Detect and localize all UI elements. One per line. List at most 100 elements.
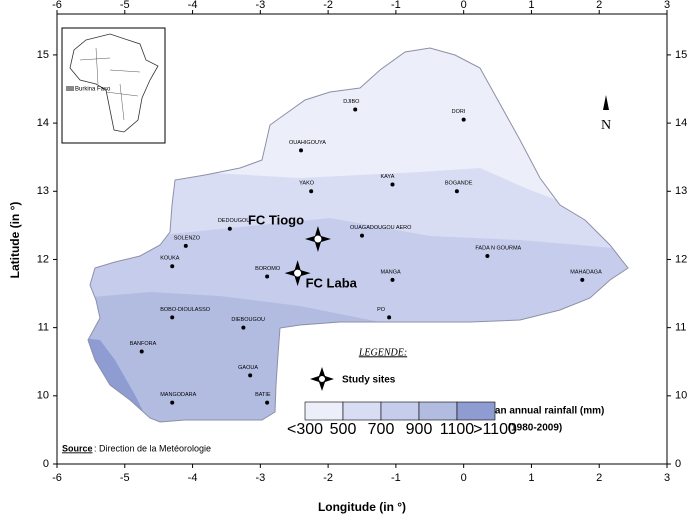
study-site-label: FC Laba <box>306 276 358 291</box>
legend-class-label: 500 <box>330 421 357 438</box>
y-tick-label: 15 <box>37 49 49 61</box>
x-tick-label: -1 <box>391 0 401 11</box>
city-marker <box>170 400 175 405</box>
city-marker <box>485 254 490 259</box>
x-tick-label: -2 <box>323 472 333 484</box>
x-tick-label: 2 <box>596 472 602 484</box>
y-tick-label: 14 <box>675 117 687 129</box>
y-tick-label: 0 <box>43 458 49 470</box>
city-label: PO <box>377 307 386 313</box>
study-site <box>304 226 331 252</box>
x-tick-label: 2 <box>596 0 602 11</box>
city-label: BOGANDE <box>445 181 473 187</box>
legend-class-label: <300 <box>287 421 323 438</box>
x-tick-label: 3 <box>664 472 670 484</box>
x-tick-label: 0 <box>461 0 467 11</box>
x-tick-label: 1 <box>528 472 534 484</box>
inset-map: Burkina Faso <box>61 27 166 144</box>
x-tick-label: -6 <box>52 0 62 11</box>
country-border <box>87 47 629 423</box>
city-label: BATIE <box>255 392 271 398</box>
inset-highlight <box>66 86 74 91</box>
city-marker <box>265 400 270 405</box>
city-marker <box>454 189 459 194</box>
city-label: DIEBOUGOU <box>231 317 265 323</box>
north-label: N <box>601 118 611 133</box>
y-tick-label: 13 <box>37 185 49 197</box>
study-site-label: FC Tiogo <box>248 212 304 227</box>
city-label: SOLENZO <box>174 235 201 241</box>
x-tick-label: -5 <box>120 472 130 484</box>
city-label: YAKO <box>299 181 315 187</box>
legend-period: (1980-2009) <box>508 423 562 434</box>
city-marker <box>227 226 232 231</box>
city-marker <box>309 189 314 194</box>
city-label: DEDOUGOU <box>218 218 250 224</box>
city-label: OUAHIGOUYA <box>289 140 326 146</box>
legend: LEGENDE: Study sites Mean annual rainfal… <box>310 347 604 434</box>
city-label: FADA N GOURMA <box>475 245 521 251</box>
city-marker <box>248 373 253 378</box>
study-site-center <box>293 268 303 278</box>
city-label: KAYA <box>381 174 395 180</box>
legend-class-label: >1100 <box>473 421 517 438</box>
city-marker <box>387 315 392 320</box>
city-label: MANGODARA <box>160 392 196 398</box>
y-tick-label: 13 <box>675 185 687 197</box>
city-marker <box>183 243 188 248</box>
city-marker <box>265 274 270 279</box>
legend-swatch <box>456 401 496 421</box>
x-tick-label: 1 <box>528 0 534 11</box>
x-tick-label: -2 <box>323 0 333 11</box>
city-label: KOUKA <box>160 256 180 262</box>
x-tick-label: -3 <box>255 472 265 484</box>
y-tick-label: 15 <box>675 49 687 61</box>
y-axis-title: Latitude (in °) <box>8 202 22 279</box>
legend-swatch <box>380 401 420 421</box>
y-tick-label: 12 <box>675 253 687 265</box>
legend-site-symbol-center <box>318 375 326 383</box>
legend-site-label: Study sites <box>342 375 396 386</box>
y-tick-label: 10 <box>675 390 687 402</box>
city-marker <box>170 264 175 269</box>
city-marker <box>580 277 585 282</box>
legend-swatch <box>342 401 382 421</box>
source-text: : Direction de la Metéorologie <box>94 443 211 453</box>
x-tick-label: -5 <box>120 0 130 11</box>
study-site-center <box>313 234 323 244</box>
x-tick-label: -4 <box>188 0 198 11</box>
legend-swatch <box>304 401 344 421</box>
study-site <box>284 260 311 287</box>
y-tick-label: 11 <box>675 322 686 334</box>
y-tick-label: 0 <box>675 458 681 470</box>
y-tick-label: 12 <box>37 253 49 265</box>
city-label: BOBO-DIOULASSO <box>160 307 211 313</box>
y-tick-label: 14 <box>37 117 49 129</box>
legend-title: LEGENDE: <box>358 347 407 358</box>
city-marker <box>390 182 395 187</box>
inset-label: Burkina Faso <box>75 87 111 93</box>
city-label: DJIBO <box>343 99 360 105</box>
legend-class-label: 700 <box>368 421 395 438</box>
x-tick-label: -6 <box>52 472 62 484</box>
city-marker <box>139 349 144 354</box>
y-tick-label: 11 <box>38 322 49 334</box>
inset-africa <box>69 33 159 133</box>
city-marker <box>241 325 246 330</box>
legend-swatch <box>418 401 458 421</box>
city-label: MANGA <box>381 269 402 275</box>
x-tick-label: 0 <box>461 472 467 484</box>
city-marker <box>353 107 358 112</box>
city-label: GAOUA <box>238 365 258 371</box>
legend-rainfall-title: Mean annual rainfall (mm) <box>481 406 604 417</box>
x-axis-title: Longitude (in °) <box>318 500 406 514</box>
city-label: BOROMO <box>255 266 281 272</box>
source-label: Source <box>62 443 93 453</box>
city-marker <box>170 315 175 320</box>
x-tick-label: 3 <box>664 0 670 11</box>
north-arrow-head <box>603 95 609 110</box>
x-tick-label: -3 <box>255 0 265 11</box>
city-label: MAHADAGA <box>570 269 602 275</box>
city-label: BANFORA <box>130 341 157 347</box>
